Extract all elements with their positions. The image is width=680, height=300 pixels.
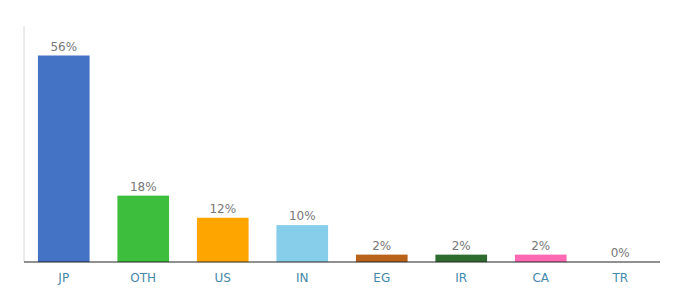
x-tick-label: IN <box>296 271 309 285</box>
data-label: 2% <box>372 239 391 253</box>
bar <box>435 255 487 262</box>
bars <box>38 56 567 263</box>
chart-svg: 56% 18% 12% 10% 2% 2% 2% 0% JP OTH US IN EG IR CA TR <box>0 0 680 300</box>
data-label: 18% <box>130 180 157 194</box>
data-label: 12% <box>209 202 236 216</box>
x-tick-label: US <box>215 271 231 285</box>
bar <box>356 255 408 262</box>
bar <box>515 255 567 262</box>
y-axis-line <box>24 26 25 262</box>
chart-container: 56% 18% 12% 10% 2% 2% 2% 0% JP OTH US IN EG IR CA TR <box>0 0 680 300</box>
data-labels: 56% 18% 12% 10% 2% 2% 2% 0% <box>50 40 629 261</box>
x-axis-line <box>24 262 660 263</box>
bar <box>197 218 249 262</box>
x-tick-label: OTH <box>130 271 156 285</box>
data-label: 0% <box>611 246 630 260</box>
data-label: 56% <box>50 40 77 54</box>
x-tick-label: CA <box>532 271 549 285</box>
x-tick-label: EG <box>373 271 390 285</box>
bar <box>276 225 328 262</box>
data-label: 10% <box>289 209 316 223</box>
x-tick-label: IR <box>455 271 467 285</box>
bar <box>117 196 169 262</box>
data-label: 2% <box>531 239 550 253</box>
x-tick-labels: JP OTH US IN EG IR CA TR <box>57 271 628 285</box>
bar <box>38 56 90 263</box>
x-tick-label: JP <box>57 271 69 285</box>
x-tick-label: TR <box>611 271 628 285</box>
data-label: 2% <box>452 239 471 253</box>
